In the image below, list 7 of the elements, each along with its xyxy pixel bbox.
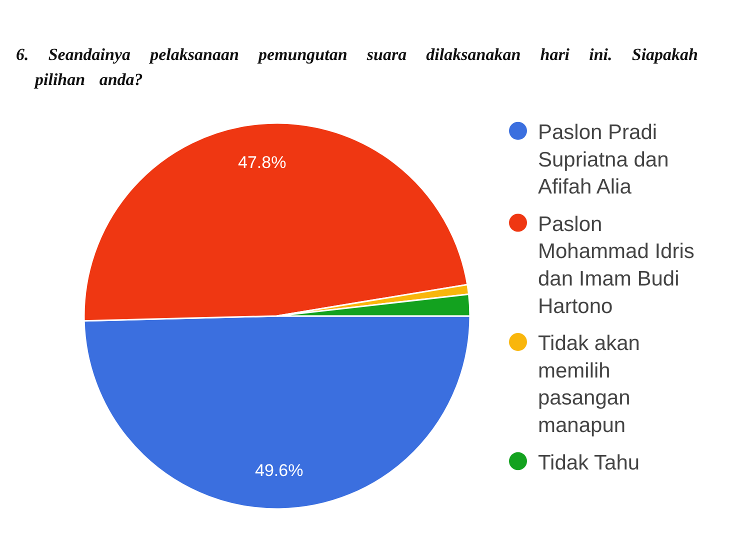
legend-label: Tidak Tahu [538, 451, 640, 474]
legend-label: Paslon Pradi Supriatna dan Afifah Alia [538, 121, 669, 199]
legend-label: Paslon Mohammad Idris dan Imam Budi Hartono [538, 212, 694, 318]
legend-label: Tidak akan memilih pasangan manapun [538, 332, 640, 438]
data-label: 49.6% [255, 461, 304, 480]
chart-title: 6. Seandainya pelaksanaan pemungutan suara dilaksanakan hari ini. Siapakah pilihan anda? [16, 44, 698, 91]
data-label: 47.8% [238, 153, 286, 172]
